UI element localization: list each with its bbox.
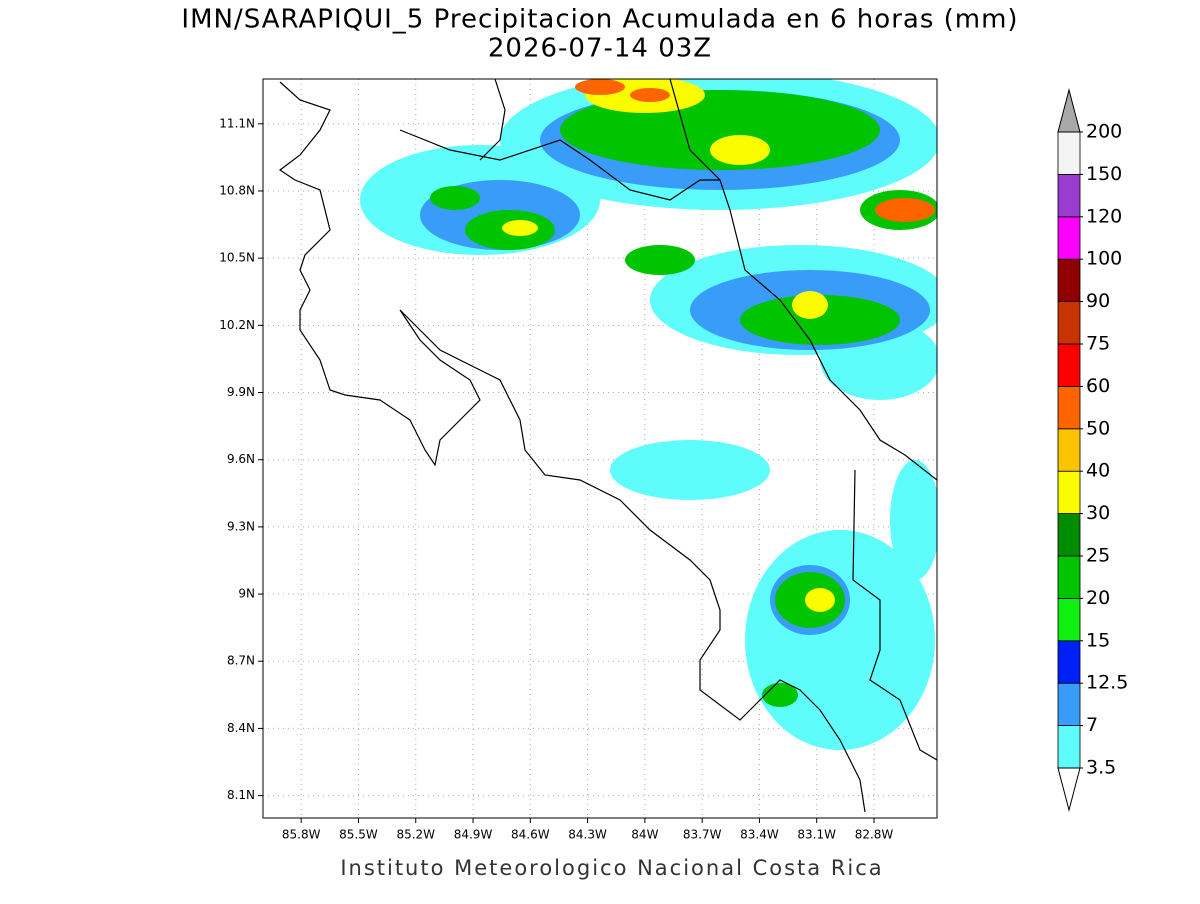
colorbar-label: 7 (1086, 714, 1098, 736)
x-tick-label: 84.6W (511, 828, 550, 842)
y-tick-label: 9.6N (227, 452, 255, 466)
y-tick-label: 9N (238, 587, 255, 601)
footer: Instituto Meteorologico Nacional Costa R… (340, 856, 883, 880)
x-tick-label: 85.2W (396, 828, 435, 842)
colorbar: 3.5 7 12.5 15 20 25 30 40 50 60 75 90 100 120 150 200 (1057, 88, 1128, 812)
colorbar-label: 40 (1086, 460, 1110, 482)
y-tick-label: 11.1N (219, 116, 255, 130)
colorbar-segment (1057, 131, 1081, 175)
y-tick-label: 8.7N (227, 654, 255, 668)
colorbar-label: 100 (1086, 248, 1122, 270)
y-tick-label: 8.1N (227, 788, 255, 802)
colorbar-label: 150 (1086, 163, 1122, 185)
colorbar-segment (1057, 216, 1081, 260)
x-tick-label: 83.7W (683, 828, 722, 842)
x-tick-label: 84.9W (454, 828, 493, 842)
map-plot: 85.8W 85.5W 85.2W 84.9W 84.6W 84.3W 84W 83.7W 83… (219, 78, 938, 842)
x-tick-label: 85.8W (282, 828, 321, 842)
subtitle: 2026-07-14 03Z (488, 34, 712, 64)
precip-field (360, 79, 937, 750)
y-tick-label: 10.5N (219, 251, 255, 265)
colorbar-label: 90 (1086, 290, 1110, 312)
x-tick-label: 82.8W (855, 828, 894, 842)
colorbar-segment (1057, 682, 1081, 727)
coastlines (278, 79, 937, 813)
x-tick-label: 85.5W (339, 828, 378, 842)
plot-frame (262, 78, 938, 819)
colorbar-segment (1057, 343, 1081, 387)
y-tick-label: 10.2N (219, 318, 255, 332)
colorbar-segment (1057, 173, 1081, 218)
colorbar-label: 25 (1086, 545, 1110, 567)
colorbar-segment (1057, 555, 1081, 599)
colorbar-label: 50 (1086, 417, 1110, 439)
colorbar-segment (1057, 258, 1081, 303)
colorbar-segment (1057, 428, 1081, 472)
y-tick-label: 9.9N (227, 385, 255, 399)
colorbar-segment (1057, 385, 1081, 430)
colorbar-label: 30 (1086, 502, 1110, 524)
title: IMN/SARAPIQUI_5 Precipitacion Acumulada … (181, 5, 1018, 35)
colorbar-label: 20 (1086, 587, 1110, 609)
colorbar-under (1057, 767, 1081, 812)
colorbar-label: 12.5 (1086, 672, 1128, 694)
x-tick-label: 84W (631, 828, 658, 842)
colorbar-segment (1057, 725, 1081, 769)
x-tick-label: 84.3W (568, 828, 607, 842)
colorbar-label: 3.5 (1086, 757, 1116, 779)
y-tick-label: 8.4N (227, 721, 255, 735)
colorbar-segment (1057, 513, 1081, 557)
x-tick-label: 83.1W (797, 828, 836, 842)
colorbar-segment (1057, 301, 1081, 345)
colorbar-segment (1057, 640, 1081, 684)
colorbar-label: 200 (1086, 121, 1122, 143)
colorbar-label: 15 (1086, 629, 1110, 651)
colorbar-segment (1057, 470, 1081, 515)
colorbar-label: 75 (1086, 333, 1110, 355)
colorbar-label: 120 (1086, 205, 1122, 227)
colorbar-segment (1057, 598, 1081, 642)
x-tick-label: 83.4W (740, 828, 779, 842)
y-tick-label: 9.3N (227, 519, 255, 533)
colorbar-label: 60 (1086, 375, 1110, 397)
y-tick-label: 10.8N (219, 183, 255, 197)
colorbar-over (1057, 88, 1081, 133)
